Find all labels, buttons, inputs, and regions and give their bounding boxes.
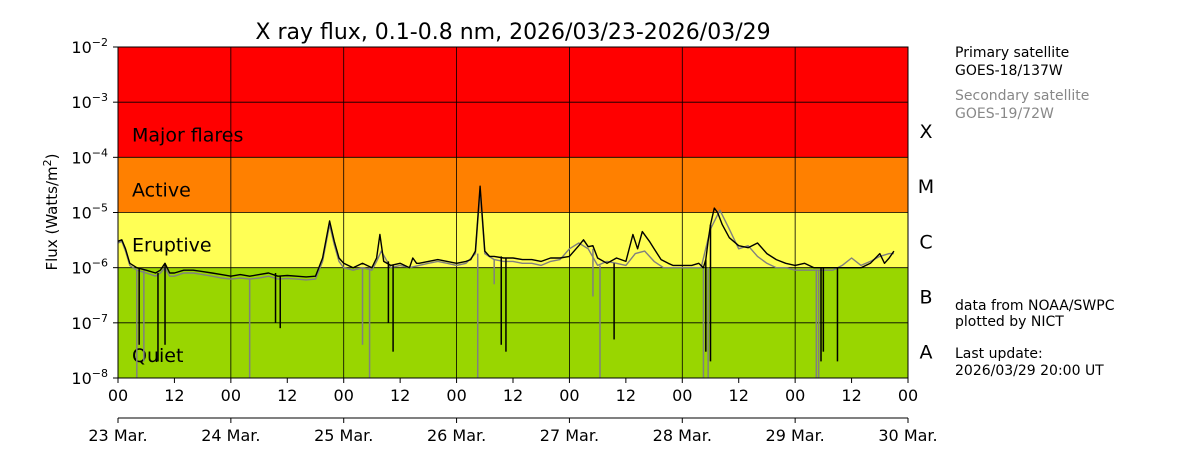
- flare-class-label: X: [919, 121, 932, 143]
- band-label: Active: [132, 180, 191, 202]
- hour-tick-label: 00: [446, 386, 466, 405]
- y-tick-label: 10−6: [71, 257, 108, 278]
- primary-satellite-name: GOES-18/137W: [955, 63, 1063, 79]
- hour-tick-label: 12: [841, 386, 861, 405]
- chart-title: X ray flux, 0.1-0.8 nm, 2026/03/23-2026/…: [255, 20, 770, 45]
- hour-tick-label: 12: [277, 386, 297, 405]
- y-tick-label: 10−8: [71, 367, 108, 388]
- hour-tick-label: 00: [108, 386, 128, 405]
- flare-class-label: A: [920, 342, 933, 364]
- secondary-satellite-name: GOES-19/72W: [955, 106, 1054, 122]
- date-tick-label: 24 Mar.: [201, 426, 260, 445]
- hour-tick-label: 00: [785, 386, 805, 405]
- band-label: Major flares: [132, 124, 243, 146]
- hour-tick-label: 00: [898, 386, 918, 405]
- hour-tick-label: 12: [164, 386, 184, 405]
- last-update-label: Last update:: [955, 346, 1043, 362]
- hour-tick-label: 12: [729, 386, 749, 405]
- band-eruptive: [118, 212, 908, 268]
- date-tick-label: 23 Mar.: [88, 426, 147, 445]
- last-update-value: 2026/03/29 20:00 UT: [955, 363, 1104, 379]
- series-line: [117, 185, 895, 278]
- band-active: [118, 157, 908, 213]
- band-label: Eruptive: [132, 235, 212, 257]
- hour-tick-label: 00: [221, 386, 241, 405]
- primary-satellite-label: Primary satellite: [955, 45, 1070, 61]
- secondary-satellite-label: Secondary satellite: [955, 88, 1090, 104]
- date-tick-label: 29 Mar.: [766, 426, 825, 445]
- y-tick-label: 10−4: [71, 146, 108, 167]
- y-tick-label: 10−5: [71, 202, 108, 223]
- y-tick-label: 10−7: [71, 312, 108, 333]
- hour-tick-label: 00: [559, 386, 579, 405]
- data-credit: data from NOAA/SWPC: [955, 298, 1115, 314]
- date-tick-label: 25 Mar.: [314, 426, 373, 445]
- flare-class-label: M: [918, 176, 934, 198]
- y-tick-label: 10−3: [71, 91, 108, 112]
- date-tick-label: 30 Mar.: [878, 426, 937, 445]
- hour-tick-label: 12: [390, 386, 410, 405]
- hour-tick-label: 12: [616, 386, 636, 405]
- y-axis-label: Flux (Watts/m2): [41, 154, 61, 271]
- y-tick-label: 10−2: [71, 36, 108, 57]
- flare-class-label: C: [919, 231, 932, 253]
- date-tick-label: 28 Mar.: [653, 426, 712, 445]
- date-tick-label: 27 Mar.: [540, 426, 599, 445]
- plot-credit: plotted by NICT: [955, 314, 1064, 330]
- hour-tick-label: 12: [503, 386, 523, 405]
- flare-class-label: B: [919, 287, 932, 309]
- hour-tick-label: 00: [672, 386, 692, 405]
- hour-tick-label: 00: [334, 386, 354, 405]
- date-tick-label: 26 Mar.: [427, 426, 486, 445]
